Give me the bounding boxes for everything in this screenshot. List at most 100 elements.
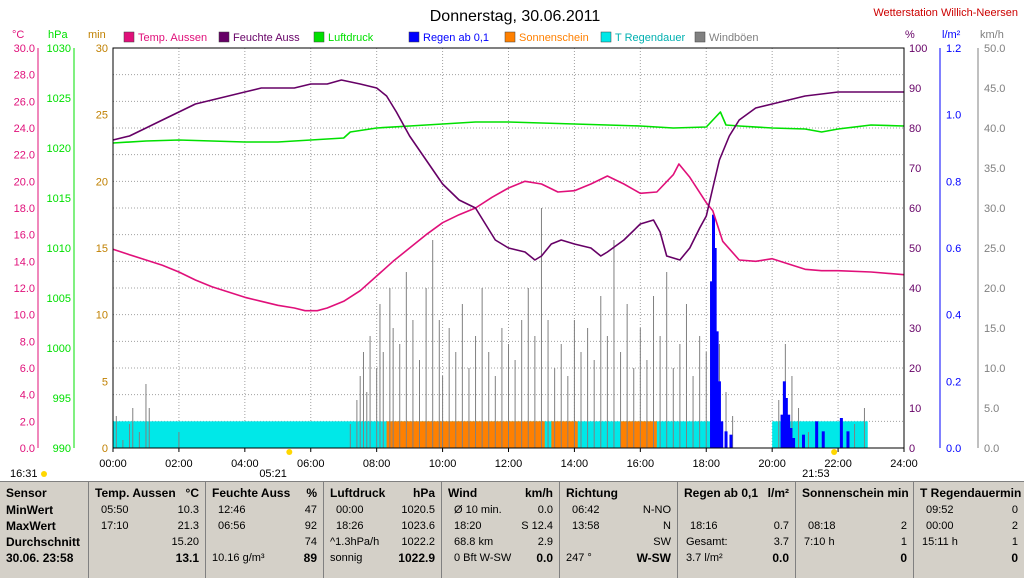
- humidity-max: 92: [304, 520, 317, 532]
- rain-bar: [724, 431, 728, 448]
- rain-axis-tick: 0.2: [946, 376, 961, 388]
- legend-swatch: [408, 31, 420, 43]
- temp-axis-tick: 4.0: [20, 390, 35, 402]
- sunshine-range: [386, 421, 545, 448]
- rain-axis-tick: 1.2: [946, 43, 961, 55]
- wind-unit: km/h: [524, 486, 553, 500]
- temp-column: Temp. Aussen °C 05:50 10.3 17:10 21.3 15.20…: [89, 482, 206, 578]
- rain-total: 3.7: [773, 536, 789, 548]
- x-tick-label: 22:00: [824, 458, 852, 470]
- temp-axis-tick: 22.0: [14, 150, 35, 162]
- sunshine-max: 2: [900, 520, 907, 532]
- temp-max-time: 17:10: [101, 520, 129, 532]
- pressure-axis-tick: 1015: [47, 193, 71, 205]
- rain-bar: [780, 414, 784, 448]
- axis-ticks: 0.0 2.0 4.0 6.0 8.0 10.0 12.0 14.0 16.0 18.0 20.0 2…: [14, 43, 1006, 455]
- wind-axis-tick: 25.0: [984, 243, 1005, 255]
- humidity-axis-tick: 0: [909, 443, 915, 455]
- wind-avg-label: Ø 10 min.: [454, 504, 502, 516]
- direction-r2-time: 13:58: [572, 520, 600, 532]
- temp-axis-tick: 6.0: [20, 363, 35, 375]
- pressure-min: 1020.5: [401, 504, 435, 516]
- rain-bar: [713, 248, 717, 448]
- pressure-axis-tick: 995: [53, 393, 71, 405]
- humidity-min: 47: [304, 504, 317, 516]
- chart-title: Donnerstag, 30.06.2011: [430, 8, 601, 25]
- minutes-axis-tick: 25: [96, 110, 108, 122]
- axis-unit-labels: °C hPa min% l/m² km/h: [12, 29, 1004, 41]
- temp-min: 10.3: [177, 504, 199, 516]
- legend: Temp. Aussen Feuchte Auss Luftdruck Regen a…: [123, 31, 759, 44]
- temp-axis-tick: 8.0: [20, 336, 35, 348]
- axis-unit: min: [88, 29, 106, 41]
- rain-axis-tick: 0.6: [946, 243, 961, 255]
- rain-column: Regen ab 0,1 l/m² 18:16 0.7 Gesamt: 3.7 3.7…: [678, 482, 796, 578]
- wind-column: Wind km/h Ø 10 min. 0.0 18:20 S 12.4 68.8 k…: [442, 482, 560, 578]
- rain-bar: [789, 428, 793, 448]
- direction-current: W-SW: [636, 551, 671, 565]
- sunshine-range: [620, 421, 657, 448]
- legend-label: T Regendauer: [615, 32, 685, 44]
- humidity-max-time: 06:56: [218, 520, 246, 532]
- legend-swatch: [123, 31, 135, 43]
- pressure-forecast: sonnig: [330, 552, 363, 564]
- wind-gust-bars: [115, 208, 865, 448]
- rain-bar: [710, 281, 714, 448]
- temp-axis-tick: 0.0: [20, 443, 35, 455]
- pressure-max: 1023.6: [401, 520, 435, 532]
- sensor-header: Sensor: [6, 486, 47, 500]
- minutes-axis-tick: 30: [96, 43, 108, 55]
- rain-bar: [717, 381, 721, 448]
- raintime-total: 15:11 h: [922, 536, 958, 548]
- raintime-header: T Regendauermin: [920, 486, 1022, 500]
- axis-unit: hPa: [48, 29, 68, 41]
- sunshine-avg: 1: [900, 536, 907, 548]
- rain-bar: [720, 421, 724, 448]
- temp-max: 21.3: [177, 520, 199, 532]
- temp-axis-tick: 24.0: [14, 123, 35, 135]
- temperature-line: [112, 163, 905, 312]
- pressure-axis-tick: 1025: [47, 93, 71, 105]
- raintime-r2: 2: [1011, 520, 1018, 532]
- rain-axis-tick: 0.4: [946, 310, 961, 322]
- raintime-r2-time: 00:00: [926, 520, 954, 532]
- x-tick-label: 12:00: [495, 458, 523, 470]
- rain-axis-tick: 0.8: [946, 176, 961, 188]
- x-tick-label: 24:00: [890, 458, 918, 470]
- direction-column: Richtung 06:42 N-NO 13:58 N SW 247 ° W-SW: [560, 482, 678, 578]
- sunshine-current: 0: [900, 551, 907, 565]
- pressure-current: 1022.9: [398, 551, 435, 565]
- wind-distance: 68.8 km: [454, 536, 494, 548]
- pressure-header: Luftdruck: [330, 486, 386, 500]
- axis-unit: l/m²: [942, 29, 961, 41]
- axis-unit: km/h: [980, 29, 1004, 41]
- pressure-avg: 1022.2: [401, 536, 435, 548]
- humidity-axis-tick: 30: [909, 323, 921, 335]
- temp-axis-tick: 18.0: [14, 203, 35, 215]
- wind-axis-tick: 45.0: [984, 83, 1005, 95]
- humidity-axis-tick: 50: [909, 243, 921, 255]
- rain-header: Regen ab 0,1: [684, 486, 759, 500]
- pressure-axis-tick: 1030: [47, 43, 71, 55]
- legend-swatch: [694, 31, 706, 43]
- x-tick-label: 04:00: [231, 458, 259, 470]
- direction-degrees: 247 °: [566, 552, 592, 564]
- pressure-axis-tick: 1020: [47, 143, 71, 155]
- raintime-column: T Regendauermin 09:52 0 00:00 2 15:11 h 1 0: [914, 482, 1024, 578]
- wind-axis-tick: 0.0: [984, 443, 999, 455]
- x-tick-label: 10:00: [429, 458, 457, 470]
- rain-bar: [712, 214, 716, 448]
- humidity-axis-tick: 100: [909, 43, 927, 55]
- sunshine-column: Sonnenschein min 08:18 2 7:10 h 1 0: [796, 482, 914, 578]
- raintime-r1: 0: [1011, 504, 1018, 516]
- x-tick-label: 18:00: [692, 458, 720, 470]
- pressure-max-time: 18:26: [336, 520, 364, 532]
- sunshine-header: Sonnenschein min: [802, 486, 909, 500]
- humidity-avg: 74: [304, 536, 317, 548]
- sunrise-time: 05:21: [259, 468, 287, 480]
- humidity-axis-tick: 70: [909, 163, 921, 175]
- rain-max-time: 18:16: [690, 520, 718, 532]
- wind-mean: 2.9: [537, 536, 553, 548]
- sunset-time: 21:53: [802, 468, 830, 480]
- legend-swatch: [504, 31, 516, 43]
